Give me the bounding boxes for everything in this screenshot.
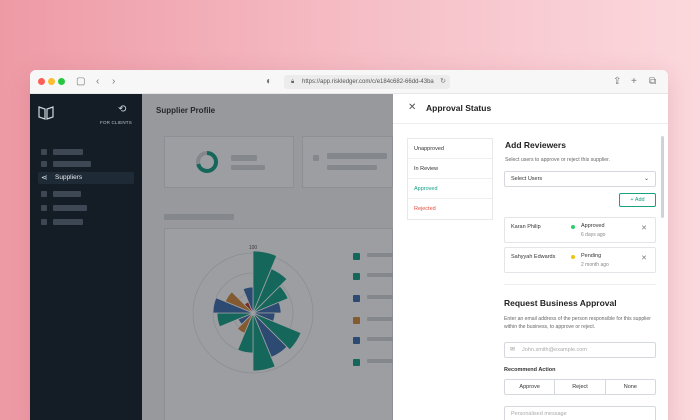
status-dot-icon [571,255,575,259]
select-users-value: Select Users [511,176,543,182]
section-divider [504,284,656,285]
status-in-review[interactable]: In Review [408,159,492,179]
panel-scrollbar[interactable] [661,136,664,218]
reviewer-timestamp: 2 month ago [581,262,609,268]
sidebar-toggle-icon[interactable]: ▢ [76,76,86,87]
close-icon[interactable]: ✕ [408,102,417,113]
status-approved[interactable]: Approved [408,179,492,199]
polar-wedge [242,286,254,314]
polar-wedge [252,312,276,372]
reviewer-name: Sahyyah Edwards [511,254,556,260]
details-card [302,136,393,188]
sidebar-item-5[interactable] [38,202,134,214]
recommend-action-label: Recommend Action [504,367,556,373]
reviewer-row: Sahyyah Edwards Pending 2 month ago ✕ [504,247,656,273]
polar-wedge [236,312,254,334]
status-dot-icon [571,225,575,229]
section-heading-placeholder [164,214,234,220]
email-placeholder: John.smith@example.com [522,347,587,353]
message-placeholder: Personalised message [511,411,567,417]
browser-window: ▢ ‹ › ◐ 🔒︎ https://app.riskledger.com/c/… [30,70,668,420]
back-icon[interactable]: ‹ [96,76,100,87]
lock-icon: 🔒︎ [291,79,295,85]
new-tab-icon[interactable]: + [631,76,637,87]
status-list: Unapproved In Review Approved Rejected [407,138,493,220]
maximize-window-button[interactable] [58,78,65,85]
browser-toolbar: ▢ ‹ › ◐ 🔒︎ https://app.riskledger.com/c/… [30,70,668,94]
polar-area-chart: 100 [192,245,314,374]
remove-reviewer-icon[interactable]: ✕ [641,225,647,232]
clients-label: FOR CLIENTS [100,120,132,125]
share-icon[interactable]: ⇪ [613,76,622,87]
minimize-window-button[interactable] [48,78,55,85]
modal-backdrop[interactable] [142,94,393,420]
polar-tick-label: 100 [249,245,258,251]
polar-wedge [252,285,289,314]
recommend-action-segmented: Approve Reject None [504,379,656,395]
polar-wedge [252,268,288,314]
approval-status-panel: ✕ Approval Status Unapproved In Review A… [393,94,668,420]
sidebar-item-6[interactable] [38,216,134,228]
approve-option[interactable]: Approve [505,380,556,394]
status-unapproved[interactable]: Unapproved [408,139,492,159]
message-input[interactable]: Personalised message [504,406,656,420]
book-logo-icon[interactable] [38,106,54,120]
reviewer-timestamp: 6 days ago [581,232,606,238]
reviewer-status: Pending [581,253,602,259]
business-approval-description: Enter an email address of the person res… [504,316,651,330]
shield-icon[interactable]: ◐ [266,76,273,87]
app-sidebar: ⟲ FOR CLIENTS ⋖ Suppliers [30,94,142,420]
plus-icon: + [630,197,635,203]
polar-wedge [252,250,278,314]
polar-wedge [252,312,302,351]
add-reviewer-button[interactable]: + Add [619,193,656,207]
reject-option[interactable]: Reject [555,380,606,394]
sidebar-item-suppliers[interactable]: ⋖ Suppliers [38,172,134,184]
reviewer-row: Karan Philip Approved 6 days ago ✕ [504,217,656,243]
reload-icon[interactable]: ↻ [440,78,446,85]
sidebar-item-1[interactable] [38,146,134,158]
none-option[interactable]: None [623,384,637,390]
summary-card [164,136,294,188]
add-reviewers-subtitle: Select users to approve or reject this s… [505,157,610,163]
sidebar-item-label: Suppliers [55,174,83,181]
supplier-profile-main: Supplier Profile 100 [142,94,397,420]
reviewer-status: Approved [581,223,605,229]
share-nodes-icon: ⋖ [41,173,48,182]
sidebar-item-4[interactable] [38,188,134,200]
chevron-down-icon: ⌄ [643,176,649,182]
status-rejected[interactable]: Rejected [414,206,436,212]
add-reviewers-title: Add Reviewers [505,140,566,150]
remove-reviewer-icon[interactable]: ✕ [641,255,647,262]
panel-title: Approval Status [426,103,492,113]
polar-wedge [224,291,254,314]
envelope-icon: ✉ [510,347,516,353]
sidebar-item-2[interactable] [38,158,134,170]
close-window-button[interactable] [38,78,45,85]
select-users-dropdown[interactable]: Select Users ⌄ [504,171,656,187]
add-button-label: Add [634,197,645,203]
panel-header: ✕ Approval Status [393,94,668,124]
progress-ring [196,151,218,173]
address-bar[interactable]: 🔒︎ https://app.riskledger.com/c/e184c682… [284,75,450,89]
tabs-overview-icon[interactable]: ⧉ [649,76,657,87]
reviewer-name: Karan Philip [511,224,541,230]
switch-clients-icon[interactable]: ⟲ [118,104,127,115]
business-approval-title: Request Business Approval [504,298,617,308]
url-text: https://app.riskledger.com/c/e184c682-66… [302,79,434,85]
forward-icon[interactable]: › [112,76,116,87]
polar-wedge [252,301,282,314]
email-input[interactable]: ✉ John.smith@example.com [504,342,656,358]
page-title: Supplier Profile [156,106,216,115]
polar-chart-card: 100 [164,228,397,420]
